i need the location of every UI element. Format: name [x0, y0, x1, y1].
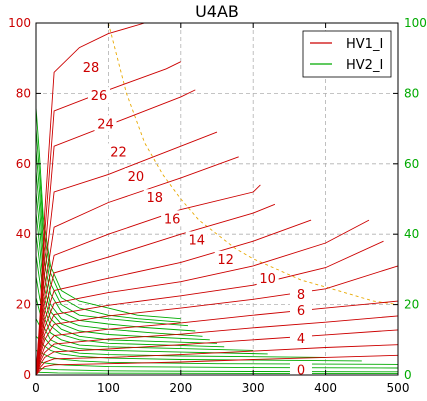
x-tick-label: 100 — [97, 381, 120, 395]
plot-frame — [35, 22, 399, 376]
curve-label-bg — [94, 115, 117, 132]
x-tick-label: 300 — [242, 381, 265, 395]
hv2-curve-3 — [35, 170, 196, 332]
legend: HV1_I HV2_I — [302, 30, 392, 78]
x-tick-label: 200 — [169, 381, 192, 395]
curve-label-10: 10 — [259, 272, 276, 287]
curve-label-bg — [289, 330, 312, 347]
hv1-curve-13 — [35, 89, 196, 376]
curve-label-14: 14 — [188, 233, 205, 248]
chart-title: U4AB — [195, 2, 239, 21]
dissipation-line — [107, 22, 399, 306]
hv2-curve-2 — [35, 149, 189, 327]
curve-label-bg — [185, 231, 208, 248]
curve-label-bg — [80, 59, 103, 75]
y2-tick-label: 60 — [404, 157, 419, 171]
hv1-curve-8 — [35, 219, 312, 376]
y2-tick-label: 80 — [404, 86, 419, 100]
hv2-curve-6 — [35, 234, 218, 344]
y-tick-label: 60 — [16, 157, 31, 171]
hv2-curve-1 — [35, 128, 181, 323]
x-tick-label: 400 — [314, 381, 337, 395]
hv1-curve-15 — [35, 22, 145, 376]
hv1-curve-6 — [35, 240, 384, 376]
y-tick-label: 80 — [16, 86, 31, 100]
y2-tick-label: 100 — [404, 16, 427, 30]
curve-label-12: 12 — [217, 253, 234, 268]
curve-label-bg — [256, 270, 279, 287]
curve-label-24: 24 — [97, 117, 114, 132]
curve-label-bg — [289, 301, 312, 318]
curve-label-18: 18 — [146, 191, 163, 206]
curve-label-16: 16 — [164, 212, 181, 227]
curve-label-20: 20 — [128, 170, 145, 185]
curve-label-bg — [161, 210, 184, 227]
curve-label-8: 8 — [297, 288, 305, 303]
curve-label-bg — [107, 143, 130, 160]
x-axis-ticks: 0 100 200 300 400 500 — [32, 23, 409, 395]
curve-label-bg — [289, 361, 312, 378]
y2-tick-label: 40 — [404, 227, 419, 241]
legend-box — [302, 30, 392, 78]
hv2-curve-14 — [35, 367, 399, 373]
y-axis-right-ticks: 0 20 40 60 80 100 — [393, 16, 427, 382]
curve-label-0: 0 — [297, 364, 305, 379]
y-tick-label: 0 — [23, 368, 31, 382]
hv1-curve-7 — [35, 219, 370, 376]
y-axis-left-ticks: 0 20 40 60 80 100 — [8, 16, 41, 382]
curve-label-26: 26 — [91, 89, 108, 104]
y-tick-label: 100 — [8, 16, 31, 30]
hv2-curve-5 — [35, 213, 210, 341]
y-tick-label: 20 — [16, 298, 31, 312]
y2-tick-label: 20 — [404, 298, 419, 312]
hv1-curve-11 — [35, 156, 239, 376]
x-tick-label: 0 — [32, 381, 40, 395]
y-tick-label: 40 — [16, 227, 31, 241]
curve-label-28: 28 — [83, 61, 100, 76]
legend-label-hv1: HV1_I — [346, 37, 383, 52]
y2-tick-label: 0 — [404, 368, 412, 382]
curve-label-bg — [289, 286, 312, 303]
x-tick-label: 500 — [387, 381, 410, 395]
curve-label-bg — [87, 87, 110, 104]
hv1-curve-9 — [35, 203, 276, 376]
hv1-curve-0 — [35, 354, 399, 376]
hv1-curve-10 — [35, 184, 261, 376]
hv2-curve-15 — [35, 371, 399, 375]
curve-label-4: 4 — [297, 332, 305, 347]
curve-label-6: 6 — [297, 304, 305, 319]
curve-label-bg — [143, 189, 166, 206]
hv2-curve-4 — [35, 191, 203, 337]
hv2-curve-0 — [35, 107, 181, 320]
curve-label-22: 22 — [110, 145, 127, 160]
curve-label-bg — [214, 250, 237, 267]
hv1-curve-3 — [35, 315, 399, 376]
hv1-curve-1 — [35, 344, 399, 376]
dissipation-curve — [107, 22, 399, 306]
curve-label-bg — [124, 168, 147, 185]
legend-label-hv2: HV2_I — [346, 58, 383, 73]
